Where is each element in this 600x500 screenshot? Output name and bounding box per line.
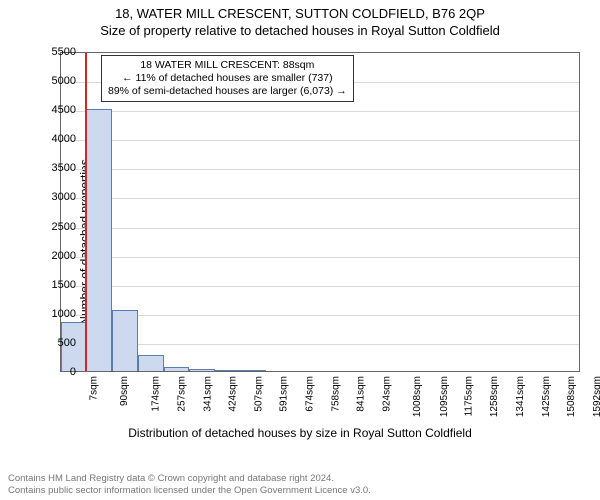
x-tick-label: 1258sqm: [489, 376, 500, 417]
histogram-bar: [240, 370, 265, 371]
histogram-bar: [112, 310, 137, 371]
gridline-h: [61, 257, 579, 258]
x-tick-label: 1425sqm: [541, 376, 552, 417]
page-title-1: 18, WATER MILL CRESCENT, SUTTON COLDFIEL…: [0, 0, 600, 21]
x-tick-label: 7sqm: [88, 376, 99, 400]
y-tick-label: 5500: [40, 46, 76, 58]
annotation-line-3: 89% of semi-detached houses are larger (…: [108, 85, 347, 98]
histogram-bar: [138, 355, 164, 371]
x-tick-label: 1175sqm: [463, 376, 474, 416]
x-tick-label: 841sqm: [356, 376, 367, 412]
property-marker-line: [85, 53, 87, 371]
histogram-bar: [164, 367, 189, 371]
y-tick-label: 3500: [40, 162, 76, 174]
gridline-h: [61, 111, 579, 112]
y-tick-label: 2500: [40, 221, 76, 233]
histogram-bar: [215, 370, 241, 371]
y-tick-label: 1000: [40, 308, 76, 320]
page-title-2: Size of property relative to detached ho…: [0, 21, 600, 38]
annotation-line-1: 18 WATER MILL CRESCENT: 88sqm: [108, 59, 347, 72]
gridline-h: [61, 198, 579, 199]
gridline-h: [61, 344, 579, 345]
histogram-bar: [86, 109, 112, 371]
x-tick-label: 1508sqm: [566, 376, 577, 417]
y-tick-label: 2000: [40, 250, 76, 262]
x-tick-label: 924sqm: [381, 376, 392, 412]
footer-line-1: Contains HM Land Registry data © Crown c…: [8, 473, 371, 484]
gridline-h: [61, 286, 579, 287]
x-tick-label: 1008sqm: [413, 376, 424, 417]
annotation-line-2: ← 11% of detached houses are smaller (73…: [108, 72, 347, 85]
x-tick-label: 507sqm: [253, 376, 264, 412]
x-tick-label: 674sqm: [304, 376, 315, 412]
y-tick-label: 1500: [40, 279, 76, 291]
x-tick-label: 1095sqm: [439, 376, 450, 417]
gridline-h: [61, 228, 579, 229]
x-tick-label: 257sqm: [176, 376, 187, 412]
gridline-h: [61, 169, 579, 170]
plot-area: 18 WATER MILL CRESCENT: 88sqm ← 11% of d…: [60, 52, 580, 372]
annotation-box: 18 WATER MILL CRESCENT: 88sqm ← 11% of d…: [101, 55, 354, 102]
gridline-h: [61, 315, 579, 316]
y-tick-label: 4000: [40, 133, 76, 145]
gridline-h: [61, 140, 579, 141]
y-tick-label: 3000: [40, 191, 76, 203]
y-tick-label: 5000: [40, 75, 76, 87]
y-tick-label: 4500: [40, 104, 76, 116]
x-tick-label: 90sqm: [120, 376, 131, 406]
x-tick-label: 758sqm: [330, 376, 341, 412]
x-axis-label: Distribution of detached houses by size …: [0, 426, 600, 440]
footer-attribution: Contains HM Land Registry data © Crown c…: [8, 473, 371, 496]
x-tick-label: 1341sqm: [515, 376, 526, 417]
x-tick-label: 1592sqm: [592, 376, 600, 417]
x-tick-label: 341sqm: [202, 376, 213, 412]
histogram-bar: [189, 369, 214, 371]
y-tick-label: 0: [40, 366, 76, 378]
footer-line-2: Contains public sector information licen…: [8, 485, 371, 496]
x-tick-label: 424sqm: [228, 376, 239, 412]
x-tick-label: 591sqm: [279, 376, 290, 412]
y-tick-label: 500: [40, 337, 76, 349]
chart-container: Number of detached properties 18 WATER M…: [0, 42, 600, 442]
x-tick-label: 174sqm: [151, 376, 162, 412]
